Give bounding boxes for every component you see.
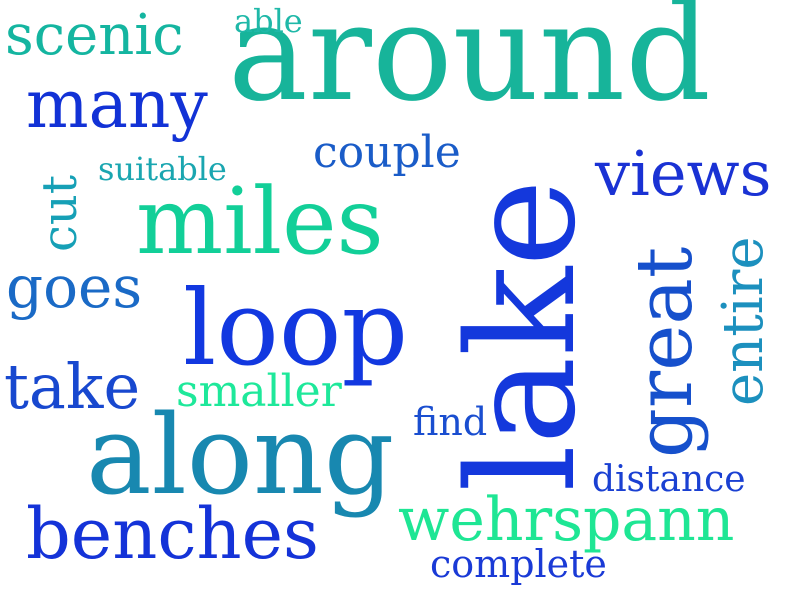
word-suitable: suitable bbox=[98, 150, 227, 188]
word-entire: entire bbox=[711, 236, 776, 406]
word-great: great bbox=[620, 246, 710, 458]
word-cut: cut bbox=[32, 174, 88, 252]
word-distance: distance bbox=[592, 459, 746, 500]
word-complete: complete bbox=[430, 542, 607, 586]
word-around: around bbox=[228, 0, 712, 131]
word-scenic: scenic bbox=[5, 3, 184, 68]
word-along: along bbox=[86, 391, 395, 519]
word-goes: goes bbox=[6, 253, 143, 321]
word-benches: benches bbox=[26, 493, 319, 575]
word-many: many bbox=[26, 66, 208, 143]
word-able: able bbox=[234, 2, 303, 40]
word-wehrspann: wehrspann bbox=[398, 485, 735, 555]
word-views: views bbox=[595, 137, 772, 210]
word-lake: lake bbox=[436, 179, 608, 492]
word-find: find bbox=[413, 400, 488, 444]
word-smaller: smaller bbox=[176, 366, 342, 417]
word-miles: miles bbox=[136, 168, 384, 275]
word-loop: loop bbox=[183, 267, 409, 389]
word-couple: couple bbox=[313, 127, 461, 178]
word-take: take bbox=[4, 350, 141, 423]
